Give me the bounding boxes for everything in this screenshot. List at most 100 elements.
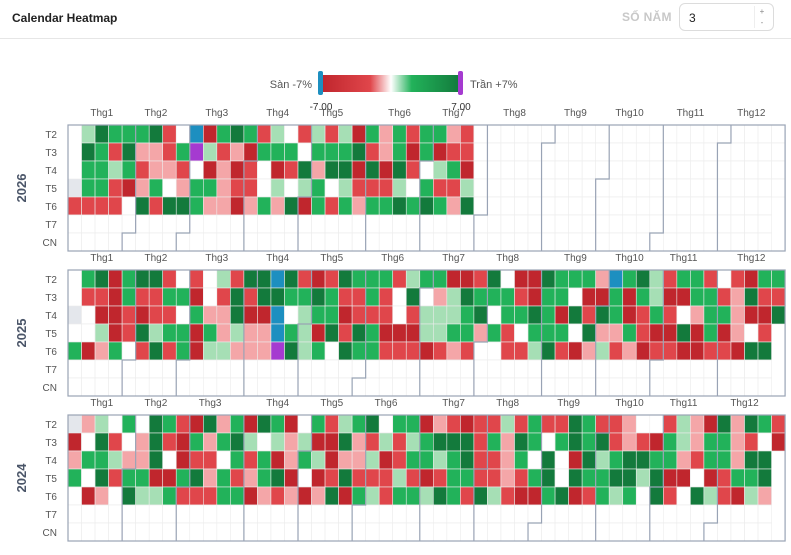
heatmap-cell — [405, 124, 421, 144]
heatmap-cell — [148, 377, 164, 397]
heatmap-cell — [94, 287, 109, 307]
heatmap-cell — [284, 178, 299, 198]
month-label-Thg11: Thg11 — [670, 253, 698, 264]
heatmap-cell — [365, 486, 380, 506]
heatmap-cell — [297, 468, 312, 488]
heatmap-cell — [338, 341, 353, 361]
month-boundary — [419, 125, 434, 251]
heatmap-cell — [175, 432, 191, 452]
heatmap-cell — [460, 160, 475, 180]
heatmap-cell — [216, 232, 231, 252]
heatmap-cell — [744, 504, 759, 524]
heatmap-cell — [608, 377, 624, 397]
heatmap-cell — [554, 450, 569, 470]
heatmap-cell — [433, 377, 448, 397]
heatmap-cell — [135, 522, 150, 542]
heatmap-cell — [690, 214, 705, 234]
heatmap-cell — [581, 196, 596, 216]
heatmap-cell — [635, 196, 651, 216]
heatmap-cell — [663, 414, 678, 434]
heatmap-cell — [216, 196, 231, 216]
heatmap-cell — [703, 160, 718, 180]
heatmap-cell — [744, 414, 759, 434]
heatmap-cell — [121, 323, 136, 343]
heatmap-cell — [175, 196, 191, 216]
heatmap-cell — [257, 359, 272, 379]
month-boundary — [540, 125, 556, 251]
heatmap-cell — [365, 124, 380, 144]
heatmap-cell — [189, 196, 204, 216]
heatmap-cell — [108, 450, 123, 470]
heatmap-cell — [514, 486, 529, 506]
heatmap-cell — [257, 414, 272, 434]
heatmap-cell — [392, 196, 407, 216]
heatmap-cell — [487, 486, 502, 506]
heatmap-cell — [243, 450, 258, 470]
heatmap-cell — [230, 468, 245, 488]
heatmap-cell — [663, 522, 678, 542]
heatmap-cell — [690, 323, 705, 343]
day-label-T6: T6 — [45, 202, 57, 213]
heatmap-cell — [270, 142, 285, 162]
heatmap-cell — [338, 124, 353, 144]
heatmap-cell — [270, 305, 285, 325]
day-label-T2: T2 — [45, 420, 57, 431]
heatmap-cell — [392, 450, 407, 470]
heatmap-cell — [162, 124, 177, 144]
heatmap-cell — [284, 160, 299, 180]
heatmap-cell — [419, 287, 434, 307]
step-up-button[interactable]: + — [759, 7, 765, 16]
heatmap-cell — [622, 377, 637, 397]
heatmap-cell — [135, 269, 150, 289]
heatmap-cell — [230, 414, 245, 434]
heatmap-cell — [121, 486, 136, 506]
heatmap-cell — [460, 504, 475, 524]
heatmap-cell — [203, 178, 218, 198]
years-stepper[interactable]: + - — [754, 6, 769, 28]
heatmap-cell — [717, 450, 732, 470]
heatmap-cell — [635, 160, 651, 180]
day-label-T7: T7 — [45, 220, 57, 231]
heatmap-cell — [243, 178, 258, 198]
month-boundary — [121, 125, 137, 251]
heatmap-cell — [460, 522, 475, 542]
heatmap-cell — [94, 432, 109, 452]
heatmap-cell — [216, 305, 231, 325]
heatmap-cell — [216, 486, 231, 506]
heatmap-cell — [527, 160, 542, 180]
heatmap-cell — [527, 341, 542, 361]
month-label-Thg6: Thg6 — [388, 108, 411, 119]
heatmap-cell — [351, 178, 366, 198]
heatmap-cell — [487, 214, 502, 234]
heatmap-cell — [771, 160, 786, 180]
heatmap-cell — [338, 486, 353, 506]
heatmap-cell — [676, 214, 691, 234]
month-boundary — [649, 125, 664, 251]
month-label-Thg3: Thg3 — [205, 108, 228, 119]
heatmap-cell — [297, 269, 312, 289]
heatmap-cell — [527, 486, 542, 506]
heatmap-cell — [311, 414, 326, 434]
years-count-value[interactable]: 3 — [689, 11, 696, 25]
heatmap-cell — [676, 504, 691, 524]
heatmap-cell — [487, 160, 502, 180]
legend-max-value: 7.00 — [451, 102, 471, 113]
heatmap-cell — [554, 305, 569, 325]
step-down-button[interactable]: - — [760, 18, 764, 27]
heatmap-cell — [189, 232, 204, 252]
heatmap-cell — [446, 414, 461, 434]
heatmap-cell — [446, 232, 461, 252]
heatmap-cell — [162, 414, 177, 434]
heatmap-cell — [487, 341, 502, 361]
heatmap-cell — [757, 196, 772, 216]
heatmap-cell — [527, 269, 542, 289]
heatmap-cell — [663, 214, 678, 234]
heatmap-cell — [581, 160, 596, 180]
heatmap-cell — [216, 377, 231, 397]
heatmap-cell — [608, 468, 624, 488]
years-count-input[interactable]: 3 + - — [679, 3, 774, 31]
heatmap-cell — [690, 287, 705, 307]
heatmap-cell — [365, 232, 380, 252]
month-boundary — [595, 415, 610, 541]
